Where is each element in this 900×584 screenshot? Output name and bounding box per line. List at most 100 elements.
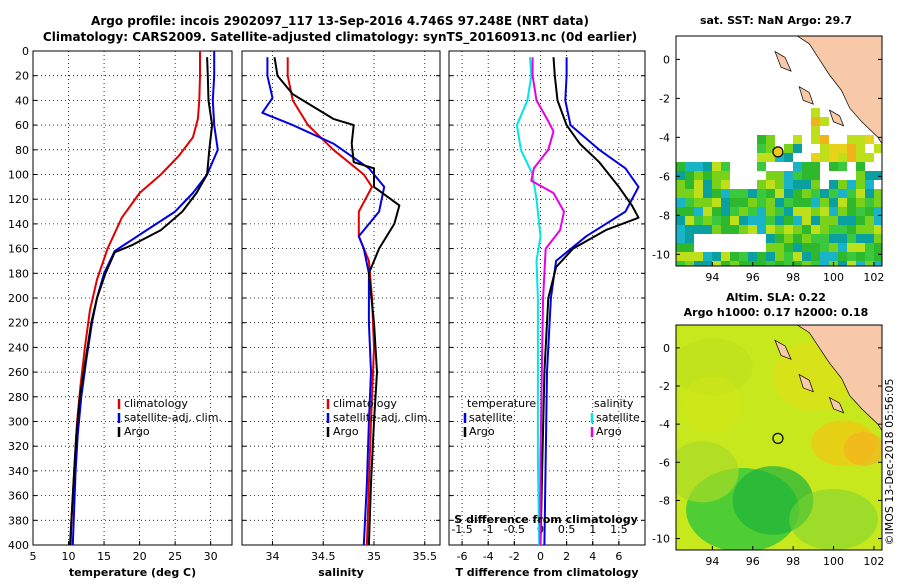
sst-cell bbox=[712, 180, 721, 189]
sst-cell bbox=[811, 162, 820, 171]
sst-cell bbox=[829, 243, 838, 252]
sst-cell bbox=[802, 216, 811, 225]
sst-cell bbox=[685, 198, 694, 207]
sst-cell bbox=[676, 261, 685, 266]
climatology-line bbox=[286, 57, 375, 546]
sst-cell bbox=[757, 261, 766, 266]
sst-cell bbox=[739, 216, 748, 225]
sst-cell bbox=[703, 171, 712, 180]
y-tick-label: -4 bbox=[659, 131, 670, 144]
x-tick-label: 6 bbox=[615, 550, 622, 563]
sst-cell bbox=[820, 144, 829, 153]
y-tick-label: -4 bbox=[659, 418, 670, 431]
sst-cell bbox=[730, 252, 739, 261]
salinity-panel: 34 34.5 35 35.5 salinity climatologysatellite… bbox=[241, 50, 441, 579]
x-tick-label: 4 bbox=[589, 550, 596, 563]
legend-label: Argo bbox=[469, 425, 495, 438]
sst-cell bbox=[811, 126, 820, 135]
sst-cell bbox=[784, 153, 793, 162]
sst-cell bbox=[802, 180, 811, 189]
figure-title-line2: Climatology: CARS2009. Satellite-adjuste… bbox=[43, 30, 637, 45]
s-tick-label: -1.5 bbox=[451, 523, 472, 536]
sst-cell bbox=[703, 189, 712, 198]
sst-cell bbox=[676, 225, 685, 234]
sst-cell bbox=[757, 252, 766, 261]
sst-cell bbox=[721, 162, 730, 171]
sst-cell bbox=[865, 225, 874, 234]
sst-cell bbox=[829, 234, 838, 243]
sst-cell bbox=[712, 261, 721, 266]
x-tick-label: 30 bbox=[204, 550, 218, 563]
sst-cell bbox=[793, 198, 802, 207]
sst-cell bbox=[766, 180, 775, 189]
s-satellite-line bbox=[515, 57, 542, 546]
sst-cell bbox=[865, 153, 874, 162]
sst-cell bbox=[865, 234, 874, 243]
sst-cell bbox=[820, 207, 829, 216]
sst-cell bbox=[847, 243, 856, 252]
sst-cell bbox=[703, 225, 712, 234]
sst-cell bbox=[856, 252, 865, 261]
sst-cell bbox=[856, 243, 865, 252]
sst-cell bbox=[856, 162, 865, 171]
sst-cell bbox=[865, 171, 874, 180]
sst-cell bbox=[874, 207, 882, 216]
difference-panel: -6 -4 -2 0 2 4 6-1.5 -1 -0.5 0 0.5 1 1.5T difference… bbox=[448, 50, 646, 579]
sst-cell bbox=[784, 225, 793, 234]
x-tick-label: 94 bbox=[705, 555, 719, 568]
sst-cell bbox=[766, 216, 775, 225]
sst-cell bbox=[802, 162, 811, 171]
x-tick-label: -4 bbox=[483, 550, 494, 563]
sst-cell bbox=[703, 252, 712, 261]
sst-cell bbox=[703, 261, 712, 266]
sst-cell bbox=[793, 261, 802, 266]
sst-cell bbox=[766, 135, 775, 144]
y-tick-label: 80 bbox=[15, 144, 29, 157]
sst-cell bbox=[829, 207, 838, 216]
sst-cell bbox=[874, 171, 882, 180]
sst-cell bbox=[721, 261, 730, 266]
sst-cell bbox=[811, 108, 820, 117]
argo-position-marker bbox=[772, 146, 784, 158]
sst-cell bbox=[811, 153, 820, 162]
y-tick-label: 0 bbox=[663, 342, 670, 355]
sst-cell bbox=[811, 189, 820, 198]
x-tick-label: 102 bbox=[863, 555, 884, 568]
sst-cell bbox=[793, 180, 802, 189]
sst-cell bbox=[730, 207, 739, 216]
y-tick-label: 20 bbox=[15, 70, 29, 83]
sst-cell bbox=[802, 207, 811, 216]
sst-cell bbox=[730, 216, 739, 225]
y-tick-label: 260 bbox=[8, 366, 29, 379]
y-tick-label: -8 bbox=[659, 494, 670, 507]
sst-cell bbox=[856, 207, 865, 216]
sst-cell bbox=[766, 198, 775, 207]
sst-cell bbox=[685, 171, 694, 180]
x-tick-label: 10 bbox=[62, 550, 76, 563]
y-tick-label: -10 bbox=[652, 533, 670, 546]
sst-cell bbox=[829, 225, 838, 234]
sst-cell bbox=[811, 171, 820, 180]
y-tick-label: -10 bbox=[652, 248, 670, 261]
sst-cell bbox=[766, 252, 775, 261]
temperature-panel: 0 20 40 60 80 100 120 140 160 180 200 220 240 260 280 3… bbox=[8, 45, 233, 579]
x-tick-label: 100 bbox=[823, 271, 844, 284]
salinity-xlabel: salinity bbox=[318, 566, 364, 579]
sst-cell bbox=[811, 261, 820, 266]
x-tick-label: 94 bbox=[705, 271, 719, 284]
legend-label: climatology bbox=[124, 397, 188, 410]
sst-cell bbox=[838, 207, 847, 216]
sst-cell bbox=[685, 180, 694, 189]
sst-cell bbox=[676, 243, 685, 252]
sst-cell bbox=[748, 189, 757, 198]
temperature-xlabel: temperature (deg C) bbox=[69, 566, 196, 579]
sla-blob bbox=[682, 376, 743, 434]
sst-cell bbox=[712, 198, 721, 207]
sst-cell bbox=[829, 189, 838, 198]
sst-cell bbox=[874, 252, 882, 261]
legend-label: satellite bbox=[469, 411, 513, 424]
sst-cell bbox=[703, 162, 712, 171]
difference-xlabel: T difference from climatology bbox=[455, 566, 638, 579]
sst-cell bbox=[694, 171, 703, 180]
y-tick-label: 400 bbox=[8, 539, 29, 552]
